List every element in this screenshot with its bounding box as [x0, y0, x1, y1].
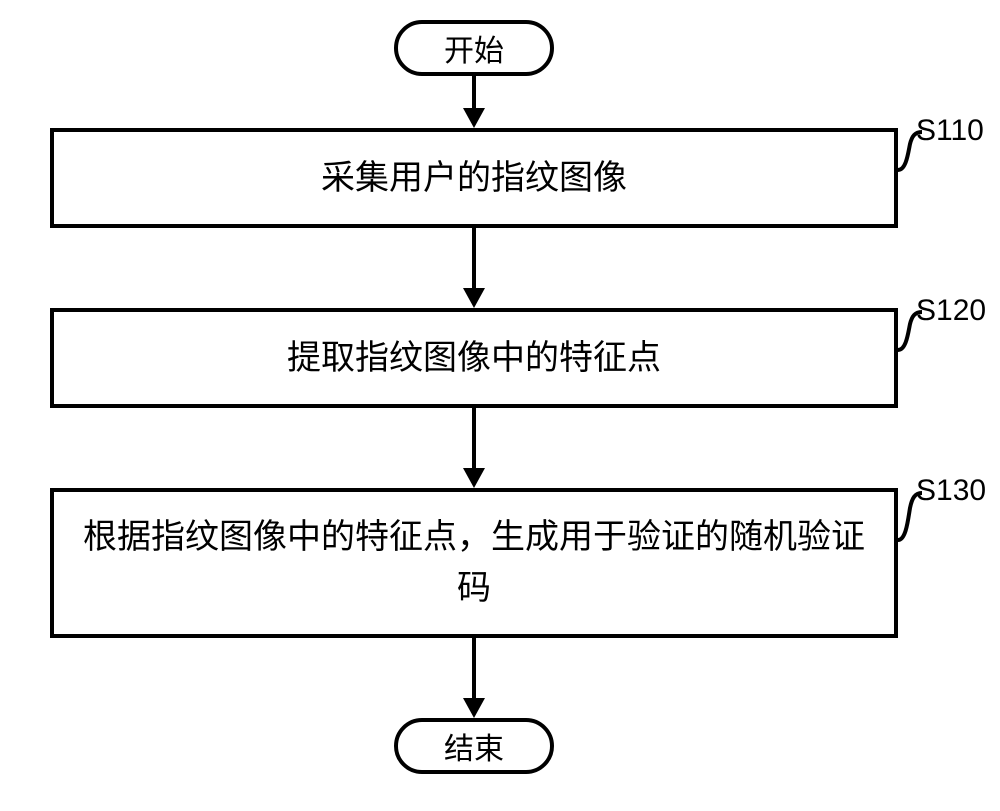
start-label: 开始: [444, 26, 504, 70]
step-s110: 采集用户的指纹图像: [50, 128, 898, 228]
edge-s130-end-head: [463, 698, 485, 718]
label-s130: S130: [916, 474, 986, 508]
edge-s120-s130-head: [463, 468, 485, 488]
step-s120: 提取指纹图像中的特征点: [50, 308, 898, 408]
end-node: 结束: [394, 718, 554, 774]
edge-start-s110-head: [463, 108, 485, 128]
edge-s110-s120: [472, 228, 476, 290]
edge-s110-s120-head: [463, 288, 485, 308]
step-s120-text: 提取指纹图像中的特征点: [287, 333, 661, 384]
edge-s130-end: [472, 638, 476, 700]
label-s110: S110: [916, 114, 984, 148]
step-s130-text: 根据指纹图像中的特征点，生成用于验证的随机验证码: [74, 512, 874, 614]
start-node: 开始: [394, 20, 554, 76]
label-s120: S120: [916, 294, 986, 328]
step-s130: 根据指纹图像中的特征点，生成用于验证的随机验证码: [50, 488, 898, 638]
step-s110-text: 采集用户的指纹图像: [321, 153, 627, 204]
flowchart-container: 开始 采集用户的指纹图像 S110 提取指纹图像中的特征点 S120 根据指纹图…: [50, 20, 950, 790]
edge-s120-s130: [472, 408, 476, 470]
edge-start-s110: [472, 76, 476, 110]
end-label: 结束: [444, 724, 504, 768]
